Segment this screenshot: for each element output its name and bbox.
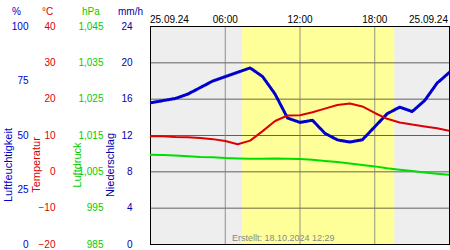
- svg-text:12:00: 12:00: [287, 14, 312, 25]
- svg-text:30: 30: [44, 57, 56, 68]
- html-text:Temperatur: Temperatur: [29, 137, 42, 193]
- svg-text:06:00: 06:00: [213, 14, 238, 25]
- svg-text:25: 25: [17, 184, 29, 195]
- svg-text:12: 12: [121, 130, 133, 141]
- html-text:Erstellt: 18.10.2024 12:29: Erstellt: 18.10.2024 12:29: [232, 233, 335, 243]
- html-text:Niederschlag: Niederschlag: [104, 132, 117, 198]
- svg-text:1,015: 1,015: [78, 130, 103, 141]
- html-text:°C: °C: [42, 6, 54, 17]
- svg-text:20: 20: [121, 57, 133, 68]
- svg-text:−10: −10: [39, 202, 56, 213]
- svg-text:40: 40: [44, 21, 56, 32]
- svg-text:75: 75: [17, 75, 29, 86]
- svg-text:1,025: 1,025: [78, 93, 103, 104]
- svg-text:−20: −20: [39, 239, 56, 250]
- svg-text:995: 995: [87, 202, 104, 213]
- svg-text:1,005: 1,005: [78, 166, 103, 177]
- svg-text:1,045: 1,045: [78, 21, 103, 32]
- html-text:Luftdruck: Luftdruck: [70, 142, 83, 188]
- svg-text:100: 100: [12, 21, 29, 32]
- svg-text:50: 50: [17, 130, 29, 141]
- svg-text:18:00: 18:00: [362, 14, 387, 25]
- svg-text:4: 4: [127, 202, 133, 213]
- html-text:25.09.24: 25.09.24: [409, 14, 448, 25]
- html-text:hPa: hPa: [82, 6, 100, 17]
- html-text:mm/h: mm/h: [118, 6, 143, 17]
- svg-text:10: 10: [44, 130, 56, 141]
- svg-text:16: 16: [121, 93, 133, 104]
- svg-text:24: 24: [121, 21, 133, 32]
- svg-text:0: 0: [127, 239, 133, 250]
- html-text:Luftfeuchtigkeit: Luftfeuchtigkeit: [2, 128, 14, 202]
- svg-text:8: 8: [127, 166, 133, 177]
- svg-text:985: 985: [87, 239, 104, 250]
- svg-text:0: 0: [23, 239, 29, 250]
- svg-text:1,035: 1,035: [78, 57, 103, 68]
- svg-text:0: 0: [50, 166, 56, 177]
- html-text:25.09.24: 25.09.24: [150, 14, 189, 25]
- svg-text:20: 20: [44, 93, 56, 104]
